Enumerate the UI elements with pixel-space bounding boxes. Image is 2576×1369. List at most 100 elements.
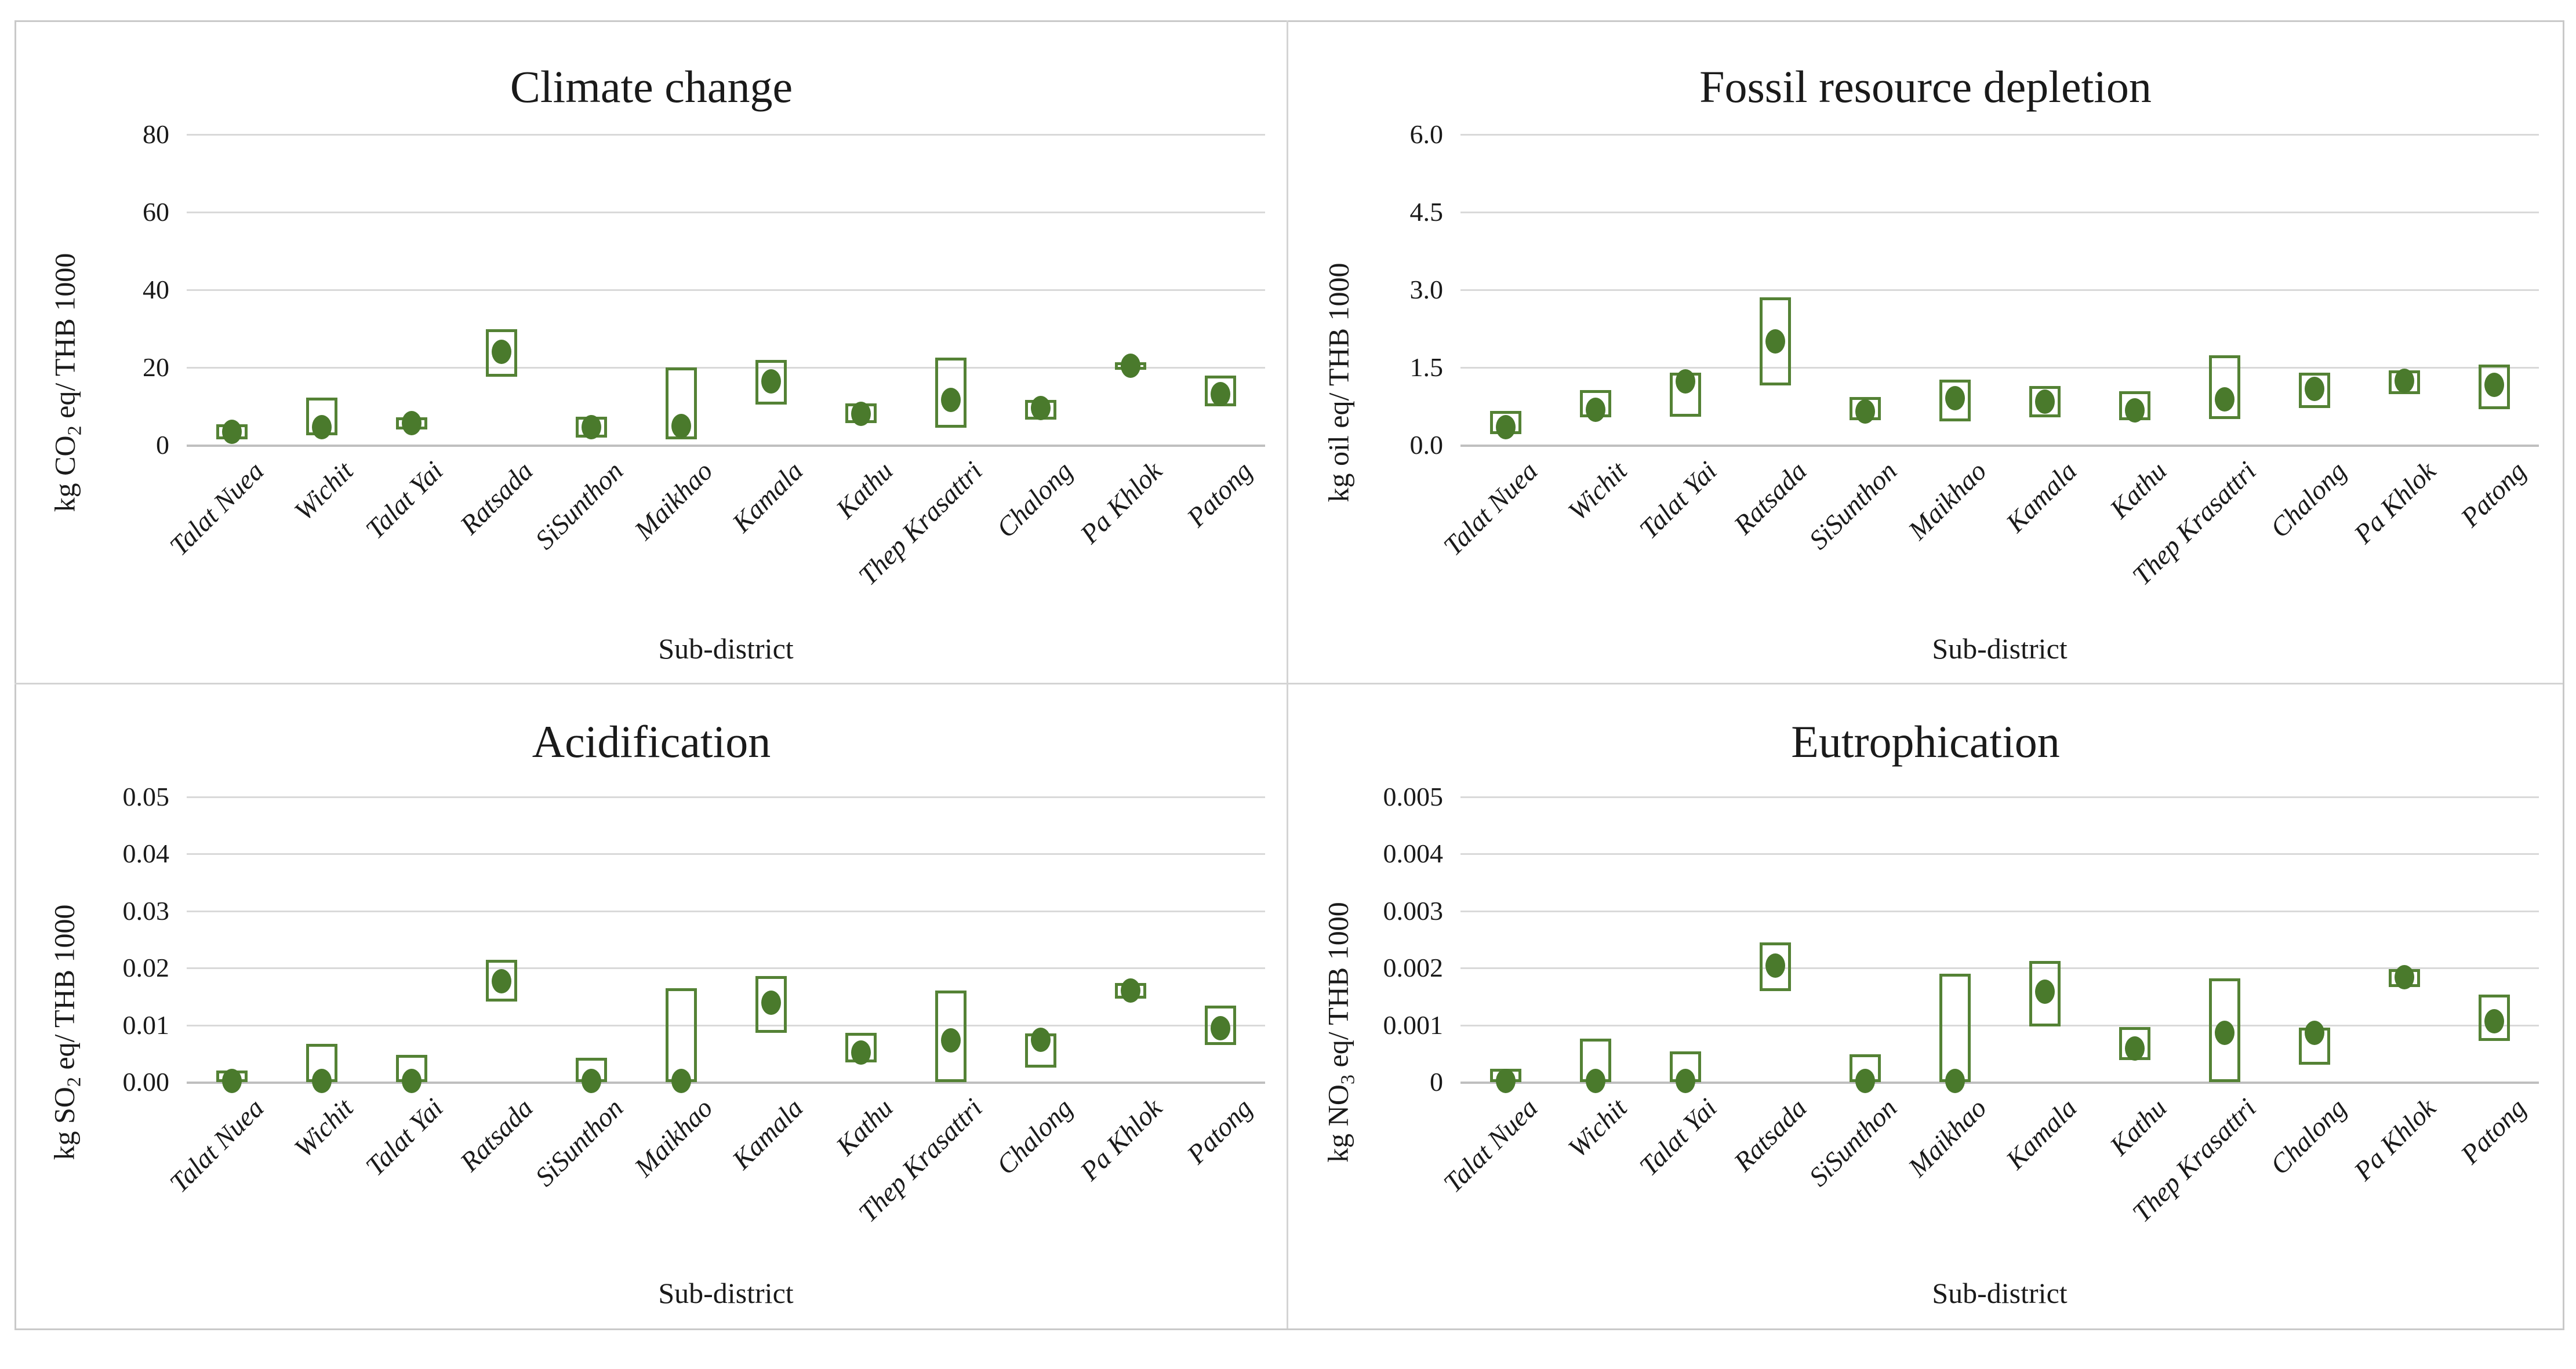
- plot-area: [187, 796, 1265, 1094]
- x-tick-label: Ratsada: [455, 1093, 539, 1178]
- data-dot: [1855, 399, 1875, 424]
- x-tick-label: Chalong: [990, 456, 1078, 544]
- data-dot: [311, 1069, 332, 1094]
- gridline: [187, 967, 1265, 970]
- data-dot: [1030, 395, 1051, 420]
- data-dot: [2124, 1036, 2145, 1061]
- x-tick-label: Ratsada: [1728, 456, 1813, 541]
- data-dot: [1675, 1069, 1695, 1094]
- y-tick-label: 0.001: [1383, 1010, 1444, 1040]
- data-dot: [1675, 369, 1695, 394]
- gridline: [1460, 134, 2539, 136]
- chart-title: Fossil resource depletion: [1699, 61, 2152, 112]
- data-dot: [1120, 978, 1140, 1003]
- data-dot: [581, 414, 601, 439]
- x-tick-label: Talat Nuea: [1437, 456, 1543, 562]
- data-dot: [2484, 1008, 2504, 1033]
- range-box: [2478, 364, 2510, 410]
- x-tick-label: Maikhao: [1903, 456, 1993, 546]
- x-tick-label: Talat Yai: [1634, 1093, 1723, 1182]
- y-tick-label: 0.00: [122, 1067, 170, 1097]
- y-tick-label: 0.04: [122, 839, 170, 869]
- x-tick-label: Pa Khlok: [2348, 1093, 2442, 1187]
- y-tick-label: 0.0: [1409, 430, 1444, 460]
- data-dot: [401, 1069, 422, 1094]
- y-axis-title-text: kg NO: [1322, 1084, 1354, 1163]
- range-box: [2298, 372, 2330, 408]
- y-tick-label: 0.003: [1383, 895, 1444, 926]
- x-tick-label: Pa Khlok: [1074, 456, 1168, 550]
- gridline: [1460, 967, 2539, 970]
- x-axis-title: Sub-district: [658, 632, 794, 665]
- data-dot: [1495, 414, 1516, 439]
- x-tick-label: Kathu: [830, 1093, 899, 1162]
- range-box: [935, 358, 967, 428]
- data-dot: [2394, 964, 2414, 989]
- y-axis-title-text: eq/ THB 1000: [48, 904, 81, 1077]
- plot-area: [187, 134, 1265, 447]
- data-dot: [1855, 1069, 1875, 1094]
- y-tick-label: 80: [143, 119, 169, 149]
- range-box: [935, 990, 967, 1082]
- data-dot: [1495, 1069, 1516, 1094]
- x-tick-label: Pa Khlok: [2348, 456, 2442, 550]
- range-box: [2208, 978, 2240, 1082]
- gridline: [187, 289, 1265, 291]
- x-tick-label: SiSunthon: [529, 456, 629, 556]
- range-box: [2029, 961, 2061, 1026]
- x-tick-label: Patong: [2455, 456, 2532, 533]
- gridline: [187, 212, 1265, 213]
- gridline: [1460, 212, 2539, 213]
- data-dot: [851, 402, 871, 427]
- chart-title: Acidification: [532, 716, 771, 767]
- x-tick-label: Talat Yai: [1634, 456, 1723, 545]
- gridline: [187, 367, 1265, 369]
- range-box: [1939, 379, 1971, 421]
- gridline: [187, 853, 1265, 855]
- x-tick-label: SiSunthon: [1803, 1093, 1903, 1193]
- chart-title: Climate change: [510, 61, 793, 112]
- data-dot: [2034, 979, 2055, 1004]
- range-box: [1204, 1006, 1236, 1046]
- gridline: [1460, 853, 2539, 855]
- gridline: [1460, 289, 2539, 291]
- data-dot: [1585, 1069, 1605, 1094]
- y-tick-label: 0.005: [1383, 782, 1444, 811]
- x-tick-label: Wichit: [289, 1093, 359, 1164]
- data-dot: [221, 419, 242, 444]
- x-tick-label: Wichit: [289, 456, 359, 527]
- y-tick-label: 6.0: [1409, 119, 1444, 149]
- range-box: [1939, 974, 1971, 1082]
- x-tick-label: Maikhao: [1903, 1093, 1993, 1183]
- x-tick-label: Talat Yai: [360, 456, 449, 545]
- x-axis-title: Sub-district: [1932, 632, 2068, 665]
- y-tick-label: 0: [156, 430, 169, 460]
- data-dot: [940, 1028, 961, 1053]
- chart-title: Eutrophication: [1791, 716, 2060, 767]
- range-box: [2478, 995, 2510, 1042]
- x-tick-label: Chalong: [2264, 1093, 2352, 1181]
- x-tick-label: Talat Yai: [360, 1093, 449, 1182]
- gridline: [1460, 910, 2539, 912]
- x-tick-label: Talat Nuea: [1437, 1093, 1543, 1199]
- y-tick-label: 3.0: [1409, 275, 1444, 304]
- x-axis-title: Sub-district: [658, 1277, 794, 1309]
- data-dot: [2304, 1021, 2324, 1046]
- y-tick-label: 0: [1430, 1067, 1443, 1097]
- data-dot: [1765, 953, 1785, 978]
- data-dot: [1120, 353, 1140, 378]
- x-tick-label: Kamala: [2000, 1093, 2083, 1175]
- data-dot: [1210, 1015, 1230, 1040]
- data-dot: [761, 991, 781, 1015]
- gridline: [187, 796, 1265, 798]
- x-tick-label: Ratsada: [1728, 1093, 1813, 1178]
- y-tick-label: 0.05: [122, 782, 170, 811]
- gridline: [187, 134, 1265, 136]
- x-tick-label: Chalong: [2264, 456, 2352, 544]
- x-tick-label: Talat Nuea: [164, 1093, 270, 1199]
- x-tick-label: Kathu: [2103, 1093, 2172, 1162]
- range-box: [755, 359, 787, 405]
- data-dot: [491, 340, 511, 365]
- y-axis-title-text: eq/ THB 1000: [1322, 902, 1354, 1075]
